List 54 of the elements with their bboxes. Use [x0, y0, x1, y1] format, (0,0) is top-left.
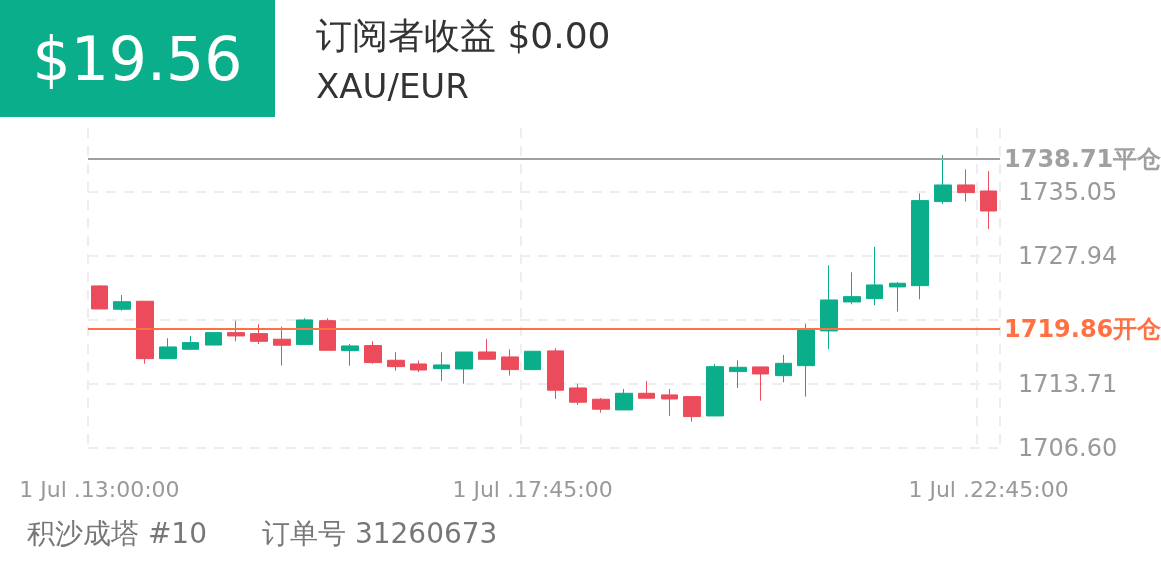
candlestick — [843, 271, 861, 305]
candlestick — [820, 264, 838, 350]
x-tick-label: 1 Jul .17:45:00 — [452, 476, 613, 502]
candlestick — [661, 388, 678, 417]
candlestick — [273, 326, 291, 367]
candlestick — [387, 351, 405, 372]
candlestick — [182, 335, 199, 350]
candlestick — [501, 348, 519, 377]
candlestick — [797, 323, 815, 398]
candlestick — [911, 192, 929, 300]
text: 积沙成塔 #10 — [27, 516, 207, 552]
candlestick — [250, 323, 268, 345]
candlestick — [410, 360, 427, 373]
candlestick — [296, 317, 313, 346]
candlestick — [683, 396, 701, 423]
text: 订单号 31260673 — [262, 516, 498, 552]
text: $19.56 — [0, 0, 275, 117]
ref-line-label: 1719.86开仓 — [1004, 314, 1161, 343]
candlestick — [478, 338, 496, 360]
candlestick — [319, 317, 336, 351]
candlestick — [547, 347, 564, 400]
y-tick-label: 1735.05 — [1018, 177, 1118, 206]
candlestick — [113, 294, 131, 312]
candlestick — [159, 337, 177, 360]
candlestick — [227, 320, 245, 342]
candlestick — [866, 246, 883, 306]
candlestick — [91, 284, 108, 310]
candlestick — [615, 388, 633, 411]
candlestick — [706, 363, 724, 417]
x-tick-label: 1 Jul .22:45:00 — [908, 476, 1069, 502]
candlestick — [341, 343, 359, 367]
candlestick — [980, 170, 997, 230]
x-tick-label: 1 Jul .13:00:00 — [19, 476, 180, 502]
chart-subtitle: XAU/EUR — [316, 66, 469, 106]
candlestick — [934, 154, 952, 205]
candlestick — [455, 351, 473, 385]
y-tick-label: 1713.71 — [1018, 370, 1118, 399]
candlestick — [775, 354, 792, 383]
candlestick — [433, 351, 450, 382]
candlestick — [592, 397, 610, 414]
candlestick — [889, 281, 906, 313]
chart-title: 订阅者收益 $0.00 — [316, 14, 611, 58]
candlestick — [364, 340, 382, 365]
candlestick — [136, 300, 154, 365]
candlestick — [205, 331, 222, 346]
y-tick-label: 1727.94 — [1018, 241, 1118, 270]
candlestick — [524, 350, 541, 371]
candlestick — [957, 168, 975, 203]
candlestick — [729, 359, 747, 389]
candlestick — [569, 383, 587, 406]
candlestick — [638, 380, 655, 399]
candlestick — [752, 366, 769, 402]
ref-line-label: 1738.71平仓 — [1004, 145, 1161, 174]
y-tick-label: 1706.60 — [1018, 434, 1118, 462]
